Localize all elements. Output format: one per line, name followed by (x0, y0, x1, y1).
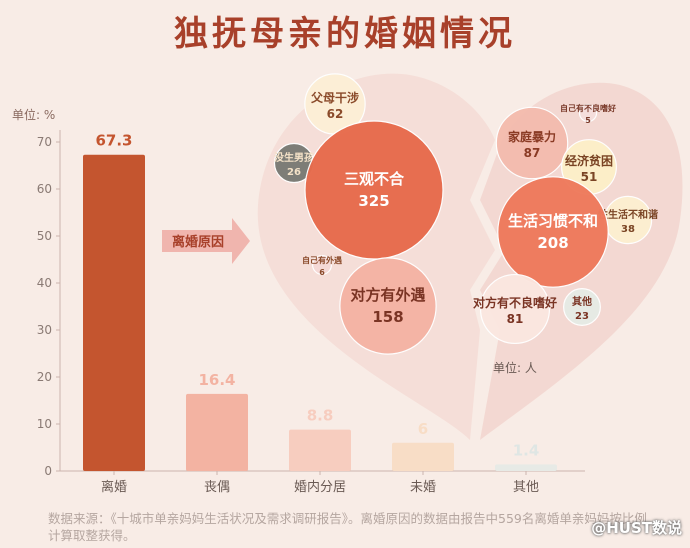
y-tick-label: 30 (37, 323, 52, 337)
bar-离婚 (83, 154, 145, 471)
bubble-其他 (563, 288, 601, 326)
y-tick-label: 10 (37, 417, 52, 431)
y-tick-label: 0 (44, 464, 52, 478)
divorce-reasons-arrow (162, 218, 250, 264)
x-tick-label: 未婚 (410, 480, 436, 495)
bubble-自己有不良嗜好 (578, 103, 598, 123)
bubble-三观不合 (304, 120, 444, 260)
x-tick-label: 离婚 (101, 479, 127, 495)
bubble-生活习惯不和 (497, 176, 609, 288)
bubble-value-label: 26 (287, 167, 301, 178)
y-tick-label: 50 (37, 229, 52, 243)
bar-丧偶 (186, 393, 248, 471)
x-tick-label: 婚内分居 (294, 479, 346, 495)
bubble-自己有外遇 (312, 255, 332, 275)
bubble-家庭暴力 (495, 106, 569, 180)
bar-value-label: 67.3 (95, 132, 132, 150)
bubble-name-label: 家庭暴力 (508, 129, 556, 144)
bubble-value-label: 325 (358, 192, 389, 210)
source-note: 数据来源：《十城市单亲妈妈生活状况及需求调研报告》。离婚原因的数据由报告中559… (48, 511, 647, 543)
bar-value-label: 1.4 (513, 441, 540, 459)
y-tick-label: 40 (37, 276, 52, 290)
bubble-name-label: 三观不合 (344, 170, 405, 188)
bubble-name-label: 父母干涉 (310, 90, 359, 105)
bubble-name-label: 对方有外遇 (350, 286, 425, 304)
bubble-value-label: 208 (537, 234, 568, 252)
x-tick-label: 丧偶 (204, 480, 230, 495)
bubble-name-label: 性生活不和谐 (597, 208, 658, 221)
bar-value-label: 6 (418, 420, 428, 438)
bubble-value-label: 6 (319, 268, 325, 277)
page-title: 独抚母亲的婚姻情况 (174, 14, 516, 54)
bubble-value-label: 87 (524, 146, 541, 160)
bubble-对方有外遇 (339, 257, 437, 355)
bubble-name-label: 自己有不良嗜好 (560, 103, 616, 113)
bubble-value-label: 38 (621, 224, 635, 235)
bubble-name-label: 没生男孩 (274, 151, 314, 164)
bar-婚内分居 (289, 429, 351, 471)
weibo-watermark: @HUST数说 (591, 519, 682, 537)
bubble-name-label: 经济贫困 (565, 153, 613, 168)
y-tick-label: 60 (37, 182, 52, 196)
bubble-value-label: 23 (575, 311, 589, 322)
y-tick-label: 70 (37, 135, 52, 149)
y-tick-label: 20 (37, 370, 52, 384)
bubble-name-label: 生活习惯不和 (508, 212, 598, 230)
bubble-name-label: 自己有外遇 (302, 255, 342, 265)
bar-其他 (495, 464, 557, 471)
bar-value-label: 8.8 (307, 407, 334, 425)
bubble-value-label: 5 (585, 116, 591, 125)
bubble-value-label: 81 (507, 312, 524, 326)
bubble-name-label: 对方有不良嗜好 (473, 295, 557, 310)
y-axis-unit-label: 单位: % (12, 108, 56, 122)
bubble-value-label: 62 (327, 107, 344, 121)
bubble-name-label: 其他 (572, 295, 592, 308)
bubble-unit-label: 单位: 人 (493, 360, 537, 375)
arrow-label: 离婚原因 (172, 234, 224, 250)
bar-未婚 (392, 442, 454, 471)
bar-value-label: 16.4 (198, 371, 235, 389)
x-tick-label: 其他 (513, 480, 539, 495)
bubble-value-label: 158 (372, 308, 403, 326)
bubble-对方有不良嗜好 (479, 273, 551, 345)
bubble-value-label: 51 (581, 170, 598, 184)
